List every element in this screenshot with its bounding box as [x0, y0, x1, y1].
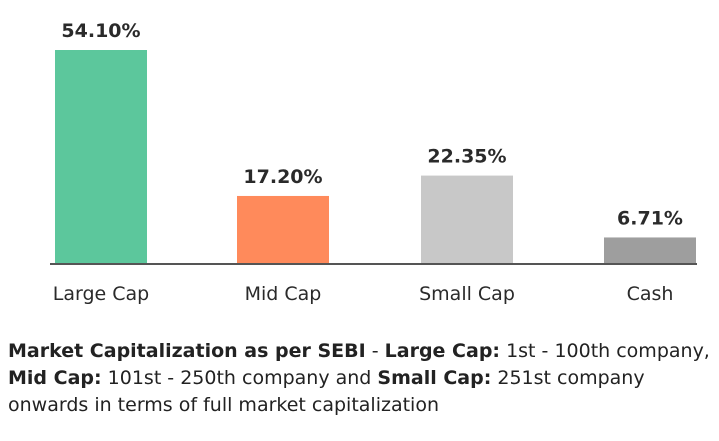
value-label-cash: 6.71% — [617, 207, 683, 229]
footnote-large-cap-label: Large Cap: — [384, 340, 501, 362]
footnote-small-cap-label: Small Cap: — [377, 367, 492, 389]
bar-small-cap — [421, 175, 513, 264]
tick-label-small-cap: Small Cap — [419, 283, 515, 305]
tick-label-large-cap: Large Cap — [53, 283, 149, 305]
footnote-mid-cap-label: Mid Cap: — [8, 367, 102, 389]
bar-mid-cap — [237, 195, 329, 264]
value-label-large-cap: 54.10% — [61, 20, 140, 42]
labels-group: 54.10% Large Cap 17.20% Mid Cap 22.35% Small … — [53, 20, 683, 305]
tick-label-cash: Cash — [627, 283, 674, 305]
value-label-mid-cap: 17.20% — [243, 166, 322, 188]
footnote: Market Capitalization as per SEBI - Larg… — [8, 338, 713, 419]
bar-cash — [604, 237, 696, 264]
bar-large-cap — [55, 50, 147, 264]
tick-label-mid-cap: Mid Cap — [245, 283, 322, 305]
footnote-separator: - — [365, 340, 385, 362]
bars-group — [55, 50, 696, 264]
footnote-large-cap-text: 1st - 100th company, — [500, 340, 710, 362]
value-label-small-cap: 22.35% — [427, 146, 506, 168]
allocation-bar-chart: 54.10% Large Cap 17.20% Mid Cap 22.35% Small … — [50, 20, 697, 305]
footnote-mid-cap-text: 101st - 250th company and — [101, 367, 378, 389]
footnote-small-cap-text: 251st company onwards in terms of full m… — [8, 367, 645, 416]
footnote-title: Market Capitalization as per SEBI — [8, 340, 366, 362]
